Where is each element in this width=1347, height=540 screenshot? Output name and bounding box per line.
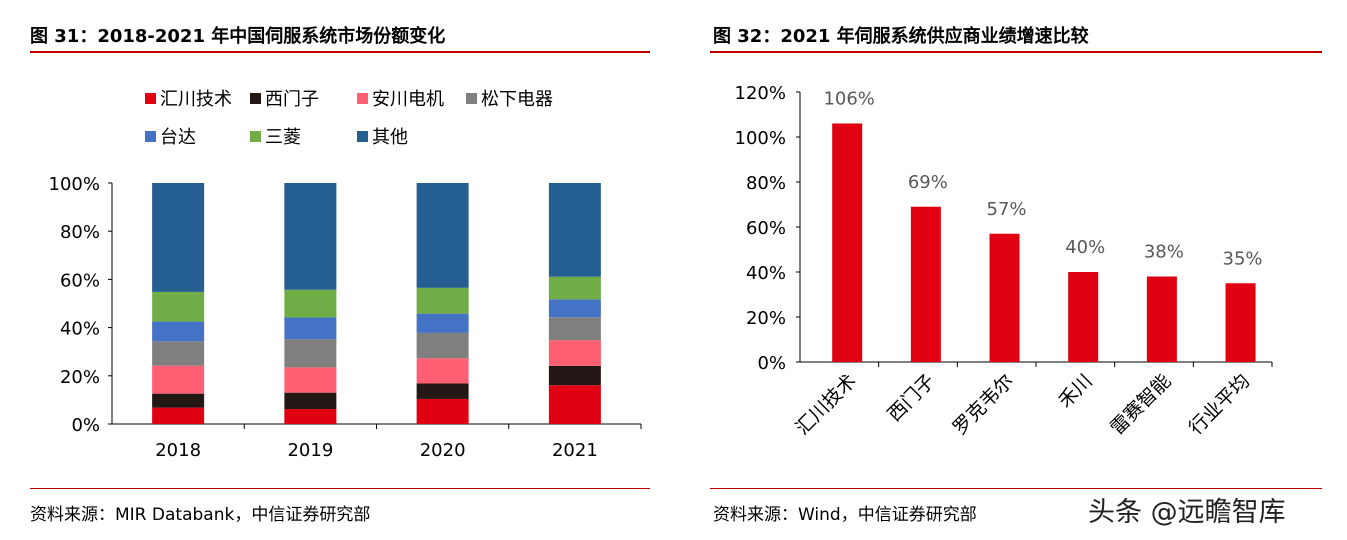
y-tick-label: 0% <box>71 415 100 436</box>
y-tick-label: 100% <box>49 174 100 195</box>
x-tick-label: 2021 <box>552 440 598 461</box>
x-tick-label: 西门子 <box>884 370 940 426</box>
bar-segment <box>284 409 337 424</box>
y-tick-label: 100% <box>735 128 786 149</box>
bar-segment <box>284 367 337 393</box>
legend-label: 安川电机 <box>372 89 444 110</box>
bar <box>832 123 863 362</box>
bar <box>1146 276 1177 362</box>
bar-segment <box>416 332 469 359</box>
bar <box>1225 283 1256 362</box>
data-label: 40% <box>1065 237 1105 258</box>
left-title-rule <box>30 51 650 53</box>
bar-segment <box>548 365 601 386</box>
bar-segment <box>548 183 601 277</box>
x-tick-label: 雷赛智能 <box>1106 370 1175 439</box>
bar-segment <box>152 393 205 408</box>
y-tick-label: 20% <box>60 367 100 388</box>
bar-segment <box>284 339 337 368</box>
legend-swatch <box>250 131 261 142</box>
legend-label: 台达 <box>160 127 196 148</box>
x-tick-label: 禾川 <box>1054 370 1096 412</box>
bar-segment <box>416 287 469 314</box>
y-tick-label: 60% <box>60 270 100 291</box>
bar <box>989 233 1020 362</box>
bar-segment <box>416 383 469 399</box>
bar-segment <box>548 317 601 341</box>
y-tick-label: 80% <box>746 173 786 194</box>
right-chart-title: 图 32：2021 年伺服系统供应商业绩增速比较 <box>713 26 1089 47</box>
x-tick-label: 2020 <box>420 440 466 461</box>
y-tick-label: 40% <box>60 319 100 340</box>
legend-label: 西门子 <box>265 89 319 110</box>
legend-label: 汇川技术 <box>160 89 232 110</box>
legend-label: 其他 <box>372 127 408 148</box>
legend-swatch <box>145 93 156 104</box>
legend-label: 松下电器 <box>481 89 553 110</box>
x-tick-label: 罗克韦尔 <box>949 370 1018 439</box>
left-source: 资料来源：MIR Databank，中信证券研究部 <box>30 505 371 525</box>
data-label: 57% <box>987 199 1027 220</box>
bar-segment <box>548 340 601 366</box>
x-tick-label: 2018 <box>155 440 201 461</box>
left-footer-rule <box>30 488 650 489</box>
right-source: 资料来源：Wind，中信证券研究部 <box>713 505 977 525</box>
data-label: 69% <box>908 172 948 193</box>
right-title-rule <box>710 51 1322 53</box>
bar-segment <box>416 313 469 333</box>
y-tick-label: 80% <box>60 222 100 243</box>
bar-segment <box>284 183 337 290</box>
legend-label: 三菱 <box>265 127 301 148</box>
legend-swatch <box>357 131 368 142</box>
bar-segment <box>152 341 205 366</box>
bar-segment <box>284 317 337 340</box>
legend-swatch <box>466 93 477 104</box>
x-tick-label: 2019 <box>287 440 333 461</box>
legend-swatch <box>250 93 261 104</box>
bar-segment <box>548 385 601 424</box>
y-tick-label: 120% <box>735 83 786 104</box>
data-label: 35% <box>1223 248 1263 269</box>
bar-segment <box>284 392 337 410</box>
bar-segment <box>284 289 337 318</box>
bar-segment <box>548 276 601 300</box>
bar-segment <box>548 299 601 318</box>
bar-segment <box>416 358 469 384</box>
bar-segment <box>152 407 205 424</box>
data-label: 38% <box>1144 242 1184 263</box>
bar-segment <box>152 321 205 342</box>
y-tick-label: 0% <box>757 353 786 374</box>
bar-segment <box>152 365 205 394</box>
y-tick-label: 60% <box>746 218 786 239</box>
left-chart-title: 图 31：2018-2021 年中国伺服系统市场份额变化 <box>30 26 446 47</box>
x-tick-label: 行业平均 <box>1185 370 1254 439</box>
y-tick-label: 40% <box>746 263 786 284</box>
bar-segment <box>416 183 469 288</box>
x-tick-label: 汇川技术 <box>791 370 860 439</box>
watermark: 头条 @远瞻智库 <box>1088 497 1286 528</box>
legend-swatch <box>145 131 156 142</box>
y-tick-label: 20% <box>746 308 786 329</box>
data-label: 106% <box>823 89 874 110</box>
bar <box>910 206 941 362</box>
bar <box>1068 272 1099 362</box>
bar-segment <box>152 183 205 292</box>
bar-segment <box>416 398 469 424</box>
bar-segment <box>152 291 205 322</box>
right-footer-rule <box>710 488 1322 489</box>
legend-swatch <box>357 93 368 104</box>
